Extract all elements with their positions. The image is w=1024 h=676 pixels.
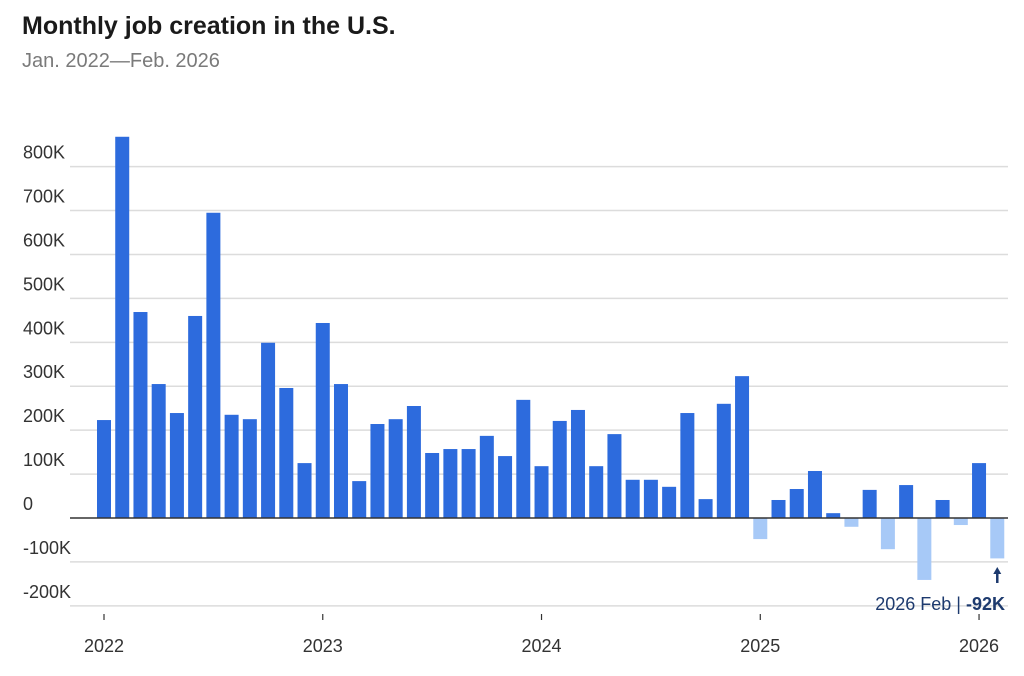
- y-tick-label: 100K: [23, 450, 65, 470]
- x-tick-label: 2026: [959, 636, 999, 656]
- bar: [953, 518, 968, 526]
- bar: [807, 471, 822, 518]
- bar: [370, 424, 385, 518]
- bar: [333, 384, 348, 518]
- bar: [151, 384, 166, 518]
- y-tick-label: 600K: [23, 230, 65, 250]
- bar: [461, 449, 476, 518]
- bar: [188, 315, 203, 518]
- bar: [352, 481, 367, 518]
- bar: [570, 409, 585, 518]
- bar: [406, 406, 421, 518]
- bar: [97, 420, 111, 518]
- bar: [498, 456, 513, 518]
- y-tick-label: 800K: [23, 143, 65, 163]
- bar: [133, 312, 148, 518]
- bar: [844, 518, 859, 527]
- annotation-arrowhead-icon: [993, 567, 1002, 574]
- bar: [625, 479, 640, 518]
- bar: [698, 499, 713, 518]
- bar: [169, 413, 184, 518]
- y-tick-label: 500K: [23, 274, 65, 294]
- y-tick-label: 200K: [23, 406, 65, 426]
- chart-title: Monthly job creation in the U.S.: [22, 12, 396, 40]
- y-tick-label: -200K: [23, 582, 71, 602]
- x-tick-label: 2024: [521, 636, 561, 656]
- bar: [443, 449, 458, 518]
- bar: [862, 489, 877, 518]
- bar: [206, 212, 221, 519]
- bar: [753, 518, 768, 540]
- bar: [279, 387, 294, 518]
- bar: [534, 466, 549, 518]
- bar: [589, 466, 604, 518]
- y-tick-label: 0: [23, 494, 33, 514]
- bar: [662, 486, 677, 518]
- bar: [716, 403, 731, 518]
- bar: [388, 419, 403, 518]
- bar: [224, 414, 239, 518]
- x-tick-label: 2023: [303, 636, 343, 656]
- bar: [643, 479, 658, 518]
- x-tick-label: 2025: [740, 636, 780, 656]
- bar: [115, 136, 130, 518]
- bar: [826, 513, 841, 518]
- bar: [552, 420, 567, 518]
- bar: [261, 342, 276, 518]
- bar: [242, 419, 257, 518]
- bar: [917, 518, 932, 580]
- bar: [680, 413, 695, 518]
- bar: [935, 499, 950, 518]
- y-tick-label: 400K: [23, 318, 65, 338]
- annotation-label: 2026 Feb | -92K: [875, 594, 1005, 614]
- x-tick-label: 2022: [84, 636, 124, 656]
- bar: [972, 463, 987, 518]
- bar: [990, 518, 1005, 559]
- bar: [425, 452, 440, 518]
- bar: [607, 434, 622, 518]
- bar: [297, 463, 312, 518]
- annotation-date: 2026 Feb |: [875, 594, 966, 614]
- y-tick-label: -100K: [23, 538, 71, 558]
- bar: [735, 376, 750, 518]
- bar: [880, 518, 895, 550]
- bar: [789, 489, 804, 518]
- bar: [899, 485, 914, 518]
- y-tick-label: 300K: [23, 362, 65, 382]
- bar: [479, 435, 494, 518]
- bar: [516, 399, 531, 518]
- bar: [771, 499, 786, 518]
- y-tick-label: 700K: [23, 187, 65, 207]
- chart-subtitle: Jan. 2022—Feb. 2026: [22, 50, 220, 72]
- bar: [315, 322, 330, 518]
- annotation-value: -92K: [966, 594, 1005, 614]
